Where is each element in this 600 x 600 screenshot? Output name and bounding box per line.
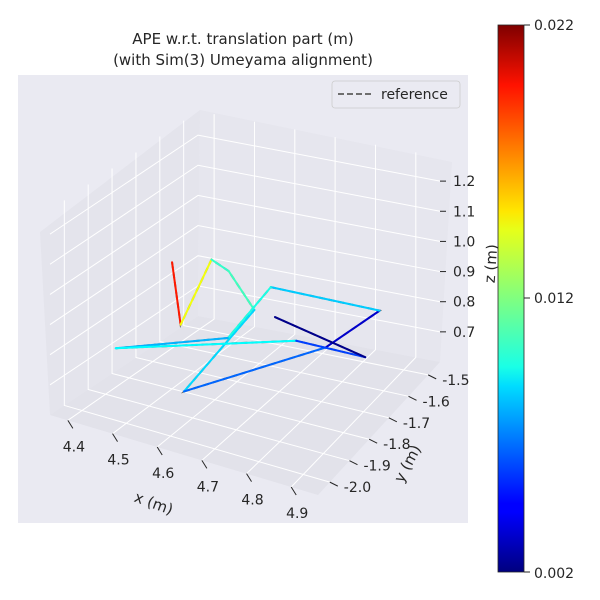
grid-line-z-2 <box>49 225 441 325</box>
legend: reference <box>331 80 461 109</box>
x-tick-label-5: 4.9 <box>286 506 308 522</box>
grid-line-y-0 <box>183 120 429 376</box>
legend-box <box>331 80 461 109</box>
z-tick-label-4: 1.1 <box>453 204 475 220</box>
x-tick-label-0: 4.4 <box>63 439 85 455</box>
y-tick-label-2: -1.7 <box>403 416 430 432</box>
grid-line-z-4 <box>49 164 441 265</box>
y-tick-label-1: -1.6 <box>423 394 450 410</box>
grid-line-x-5 <box>290 152 417 488</box>
z-tick-label-3: 1.0 <box>453 234 475 250</box>
chart-title-line-1: APE w.r.t. translation part (m) <box>132 30 353 48</box>
estimate-segment-1 <box>179 258 213 326</box>
z-tick-label-1: 0.8 <box>453 295 475 311</box>
y-tick-mark-1 <box>408 395 417 401</box>
legend-reference-label: reference <box>381 87 448 103</box>
y-tick-label-0: -1.5 <box>442 373 469 389</box>
y-tick-mark-3 <box>368 438 378 444</box>
estimate-segment-5 <box>183 346 327 393</box>
z-tick-label-0: 0.7 <box>453 325 475 341</box>
x-tick-label-3: 4.7 <box>197 479 219 495</box>
colorbar-label-bottom: 0.002 <box>534 566 574 582</box>
x-tick-mark-4 <box>246 473 252 482</box>
estimated-trajectory <box>114 258 381 393</box>
grid-line-z-5 <box>49 134 441 235</box>
x-tick-mark-0 <box>67 420 74 429</box>
estimate-segment-4 <box>183 308 256 393</box>
z-axis-label: z (m) <box>481 244 502 284</box>
x-tick-label-4: 4.8 <box>241 493 263 509</box>
x-tick-label-2: 4.6 <box>152 466 174 482</box>
y-tick-label-3: -1.8 <box>383 437 410 453</box>
x-tick-mark-3 <box>201 460 208 469</box>
z-tick-labels: 0.7 0.8 0.9 1.0 1.1 1.2 <box>440 174 475 341</box>
y-tick-mark-4 <box>349 460 358 466</box>
grid-line-x-0 <box>67 114 215 421</box>
colorbar-label-mid: 0.012 <box>534 291 574 307</box>
y-tick-mark-2 <box>388 417 398 423</box>
colorbar: 0.022 0.012 0.002 <box>497 18 574 582</box>
y-tick-mark-0 <box>427 374 437 380</box>
x-tick-label-1: 4.5 <box>107 453 129 469</box>
grid-line-x-2 <box>156 129 296 448</box>
estimate-segment-12 <box>273 316 367 359</box>
y-tick-label-5: -2.0 <box>344 480 371 496</box>
colorbar-gradient <box>498 25 524 572</box>
grid-line-y-2 <box>135 152 389 419</box>
grid-line-y-4 <box>87 184 350 462</box>
estimate-segment-11 <box>295 339 367 359</box>
estimate-segment-2 <box>210 258 230 273</box>
x-tick-mark-2 <box>156 446 163 456</box>
grid-line-x-4 <box>246 144 376 475</box>
y-tick-labels: -1.5 -1.6 -1.7 -1.8 -1.9 -2.0 <box>329 373 470 496</box>
estimate-segment-6 <box>324 309 381 349</box>
estimate-segment-7 <box>269 286 381 312</box>
y-tick-mark-5 <box>329 481 339 487</box>
estimate-segment-10 <box>114 339 298 350</box>
x-tick-mark-1 <box>112 433 118 442</box>
y-tick-label-4: -1.9 <box>363 459 390 475</box>
x-tick-labels: 4.4 4.5 4.6 4.7 4.8 4.9 <box>63 420 308 522</box>
z-tick-label-5: 1.2 <box>453 174 475 190</box>
grid-line-z-3 <box>49 194 441 295</box>
estimate-segment-3 <box>227 270 256 311</box>
grid-line-y-5 <box>63 200 330 483</box>
colorbar-label-top: 0.022 <box>534 18 574 34</box>
grid-line-z-1 <box>49 255 441 356</box>
x-tick-mark-5 <box>290 486 297 496</box>
z-tick-label-2: 0.9 <box>453 265 475 281</box>
grid-line-y-3 <box>111 168 370 440</box>
grid-line-x-1 <box>112 121 255 435</box>
estimate-segment-0 <box>171 261 182 326</box>
grid-line-y-1 <box>159 136 409 397</box>
estimate-segment-8 <box>226 286 272 340</box>
grid-lines <box>49 114 441 488</box>
chart-title-line-2: (with Sim(3) Umeyama alignment) <box>113 51 373 69</box>
